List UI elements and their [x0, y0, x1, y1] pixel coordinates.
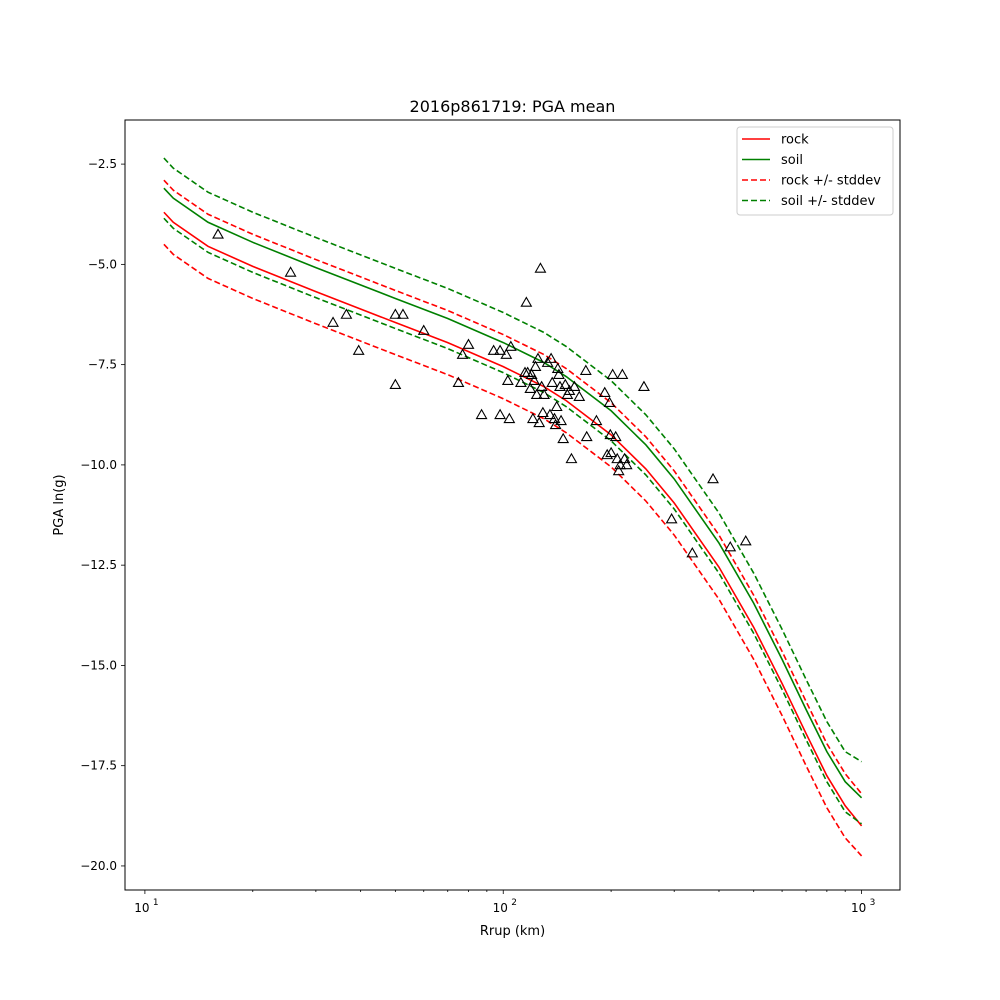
x-tick-label-exponent: 3: [870, 898, 876, 908]
plot-frame: [124, 119, 901, 891]
observation-point: [686, 547, 699, 558]
y-tick-label: −15.0: [80, 658, 117, 672]
observation-point: [514, 376, 527, 387]
observation-point: [475, 408, 488, 420]
y-tick-label: −7.5: [88, 358, 117, 372]
legend-box: [736, 126, 894, 216]
observation-point: [605, 446, 618, 458]
chart-title: 2016p861719: PGA mean: [410, 97, 616, 116]
observation-point: [389, 308, 402, 319]
observation-point: [500, 348, 513, 359]
series-line-1: [163, 211, 863, 827]
observation-point: [417, 324, 430, 335]
observation-point: [638, 380, 650, 391]
y-tick-label: −5.0: [88, 257, 117, 271]
observation-point: [352, 344, 365, 355]
plot-area: [163, 157, 863, 857]
observation-point: [327, 316, 339, 327]
observation-point: [530, 388, 543, 400]
legend-label: soil: [781, 153, 803, 168]
observation-point: [538, 388, 551, 400]
observation-point: [665, 512, 678, 524]
observation-point: [579, 364, 592, 375]
x-axis: 10 1 10 2 10 3: [134, 890, 875, 915]
observation-point: [611, 452, 624, 464]
observation-point: [535, 380, 548, 391]
y-tick-label: −12.5: [80, 558, 117, 572]
observation-point: [620, 458, 633, 470]
observation-point: [543, 408, 556, 420]
observation-point: [503, 412, 516, 424]
observation-point: [462, 338, 475, 349]
observation-point: [565, 452, 578, 464]
curves-group: [163, 157, 863, 857]
observation-point: [487, 344, 500, 355]
observation-point: [389, 378, 402, 389]
legend-label: rock +/- stddev: [781, 174, 881, 189]
observation-point: [532, 352, 544, 363]
observation-point: [557, 432, 570, 444]
y-tick-label: −10.0: [80, 458, 117, 472]
observation-point: [536, 406, 549, 418]
x-tick-label: 10: [493, 901, 508, 915]
observation-point: [606, 368, 619, 379]
observation-point: [707, 472, 719, 484]
observation-point: [739, 534, 752, 546]
x-axis-title: Rrup (km): [480, 924, 545, 939]
observations-group: [212, 228, 752, 558]
observation-point: [212, 228, 224, 239]
observation-point: [529, 360, 542, 371]
y-tick-label: −20.0: [80, 859, 117, 873]
observation-point: [545, 352, 558, 363]
observation-point: [580, 430, 593, 442]
observation-point: [494, 344, 507, 355]
observation-point: [520, 296, 533, 307]
observation-point: [528, 374, 541, 385]
series-line-2: [163, 187, 863, 799]
observation-point: [552, 368, 565, 379]
observation-point: [526, 412, 539, 424]
observation-point: [525, 368, 538, 379]
y-axis-title: PGA ln(g): [52, 474, 67, 535]
observation-point: [501, 374, 514, 385]
observation-point: [452, 376, 465, 387]
observation-point: [456, 348, 469, 359]
observation-point: [555, 414, 568, 426]
x-tick-label: 10: [134, 901, 149, 915]
observation-point: [724, 541, 737, 552]
observation-point: [550, 400, 563, 412]
observation-point: [284, 266, 297, 277]
observation-point: [612, 464, 625, 476]
x-tick-label-exponent: 1: [153, 898, 159, 908]
observation-point: [546, 376, 559, 387]
observation-point: [573, 390, 586, 402]
legend-label: rock: [781, 133, 809, 148]
observation-point: [603, 396, 616, 408]
observation-point: [598, 386, 611, 398]
observation-point: [614, 458, 627, 470]
observation-point: [616, 368, 629, 379]
observation-point: [494, 408, 507, 420]
y-tick-label: −17.5: [80, 759, 117, 773]
observation-point: [340, 308, 353, 319]
observation-point: [554, 380, 566, 391]
x-tick-label-exponent: 2: [511, 898, 517, 908]
y-tick-label: −2.5: [88, 157, 117, 171]
observation-point: [568, 380, 581, 391]
legend: rock soil rock +/- stddev soil +/- stddev: [736, 126, 894, 216]
observation-point: [601, 448, 614, 460]
observation-point: [604, 428, 617, 440]
observation-point: [559, 378, 572, 389]
observation-point: [533, 416, 546, 428]
y-axis: −2.5 −5.0 −7.5 −10.0 −12.5 −15.0 −17.5 −20.0: [80, 157, 125, 873]
observation-point: [504, 340, 517, 351]
observation-point: [397, 308, 409, 319]
observation-point: [590, 414, 603, 426]
observation-point: [534, 262, 547, 273]
legend-label: soil +/- stddev: [781, 194, 876, 209]
x-tick-label: 10: [851, 901, 866, 915]
observation-point: [609, 430, 622, 442]
observation-point: [524, 382, 537, 394]
